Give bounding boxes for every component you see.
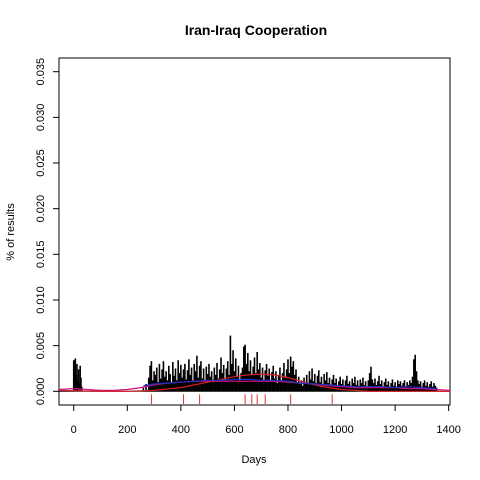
smoothed-line — [143, 378, 437, 390]
x-tick-label: 0 — [71, 424, 77, 436]
x-tick-label: 1200 — [383, 424, 407, 436]
y-tick-label: 0.025 — [35, 149, 47, 177]
x-axis-label: Days — [241, 454, 267, 466]
y-axis-label: % of results — [5, 203, 17, 261]
y-tick-label: 0.035 — [35, 58, 47, 86]
x-tick-label: 800 — [279, 424, 297, 436]
smoothed-line — [58, 373, 450, 392]
y-tick-label: 0.020 — [35, 195, 47, 223]
plot-area: 0 200 400 600 800 1000 1200 1400 0.000 0.005 0.010… — [35, 57, 461, 436]
x-tick-label: 600 — [225, 424, 243, 436]
y-tick-label: 0.000 — [35, 378, 47, 406]
y-tick-label: 0.005 — [35, 332, 47, 360]
y-tick-label: 0.030 — [35, 104, 47, 132]
x-tick-label: 400 — [172, 424, 190, 436]
y-tick-label: 0.015 — [35, 241, 47, 269]
plot-frame — [58, 57, 451, 406]
y-tick-label: 0.010 — [35, 286, 47, 314]
chart-title: Iran-Iraq Cooperation — [185, 22, 327, 38]
smoothed-line — [58, 380, 451, 391]
x-tick-label: 1000 — [329, 424, 353, 436]
x-tick-label: 200 — [118, 424, 136, 436]
x-tick-label: 1400 — [436, 424, 460, 436]
